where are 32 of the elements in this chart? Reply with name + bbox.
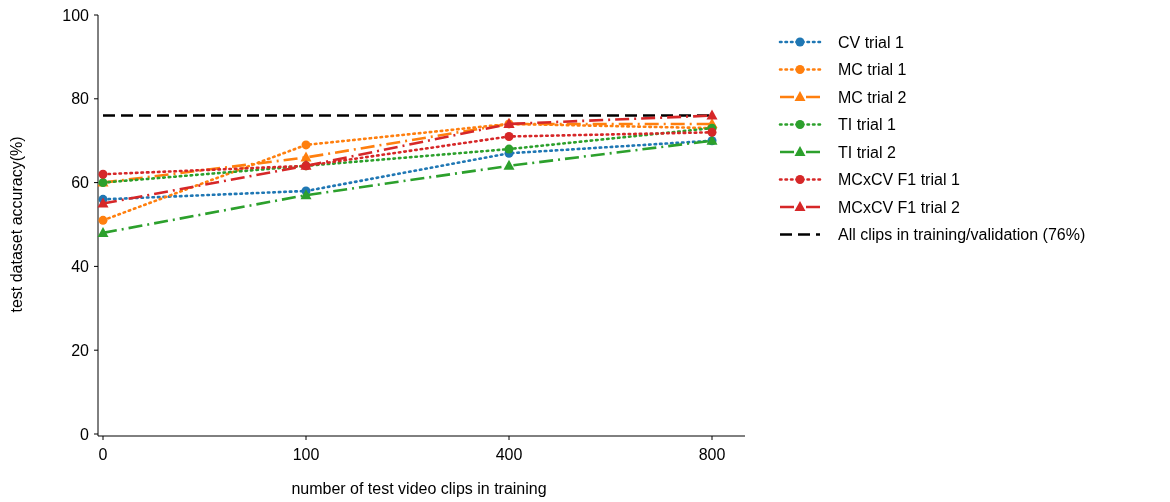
y-tick-label: 100 bbox=[62, 6, 90, 24]
x-tick-label: 0 bbox=[98, 446, 108, 463]
legend-label: TI trial 1 bbox=[838, 116, 896, 134]
point bbox=[707, 127, 717, 137]
point bbox=[98, 215, 108, 225]
x-tick-label: 800 bbox=[698, 446, 726, 463]
legend-label: CV trial 1 bbox=[838, 33, 904, 51]
legend-label: TI trial 2 bbox=[838, 143, 896, 161]
y-tick-label: 0 bbox=[80, 425, 90, 443]
x-axis-title: number of test video clips in training bbox=[291, 480, 547, 497]
legend-label: MC trial 2 bbox=[838, 88, 907, 106]
point bbox=[97, 226, 109, 237]
point bbox=[300, 189, 312, 200]
legend-label: MCxCV F1 trial 1 bbox=[838, 171, 960, 189]
x-tick-label: 100 bbox=[292, 446, 320, 463]
x-tick-label: 400 bbox=[495, 446, 523, 463]
y-tick-label: 20 bbox=[71, 341, 90, 359]
point bbox=[98, 169, 108, 179]
point bbox=[97, 197, 109, 208]
y-tick-label: 60 bbox=[71, 174, 90, 192]
legend-label: MCxCV F1 trial 2 bbox=[838, 198, 960, 216]
y-tick-label: 40 bbox=[71, 258, 90, 275]
y-tick-label: 80 bbox=[71, 90, 90, 108]
y-axis-title: test dataset accuracy(%) bbox=[8, 136, 25, 313]
point bbox=[504, 132, 514, 142]
point bbox=[301, 140, 311, 150]
legend-label: MC trial 1 bbox=[838, 61, 907, 79]
point bbox=[300, 151, 312, 162]
point bbox=[706, 109, 718, 120]
point bbox=[503, 159, 515, 170]
point bbox=[504, 144, 514, 154]
legend-label: All clips in training/validation (76%) bbox=[838, 226, 1086, 244]
